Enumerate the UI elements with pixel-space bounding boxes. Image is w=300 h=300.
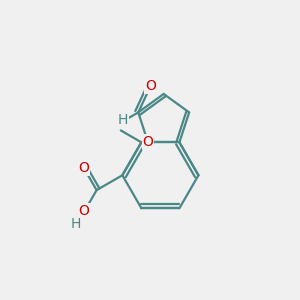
Text: O: O (142, 135, 153, 149)
Text: H: H (117, 112, 128, 127)
Text: H: H (71, 217, 81, 231)
Text: O: O (79, 204, 89, 218)
Text: O: O (145, 79, 156, 93)
Text: O: O (79, 161, 89, 175)
